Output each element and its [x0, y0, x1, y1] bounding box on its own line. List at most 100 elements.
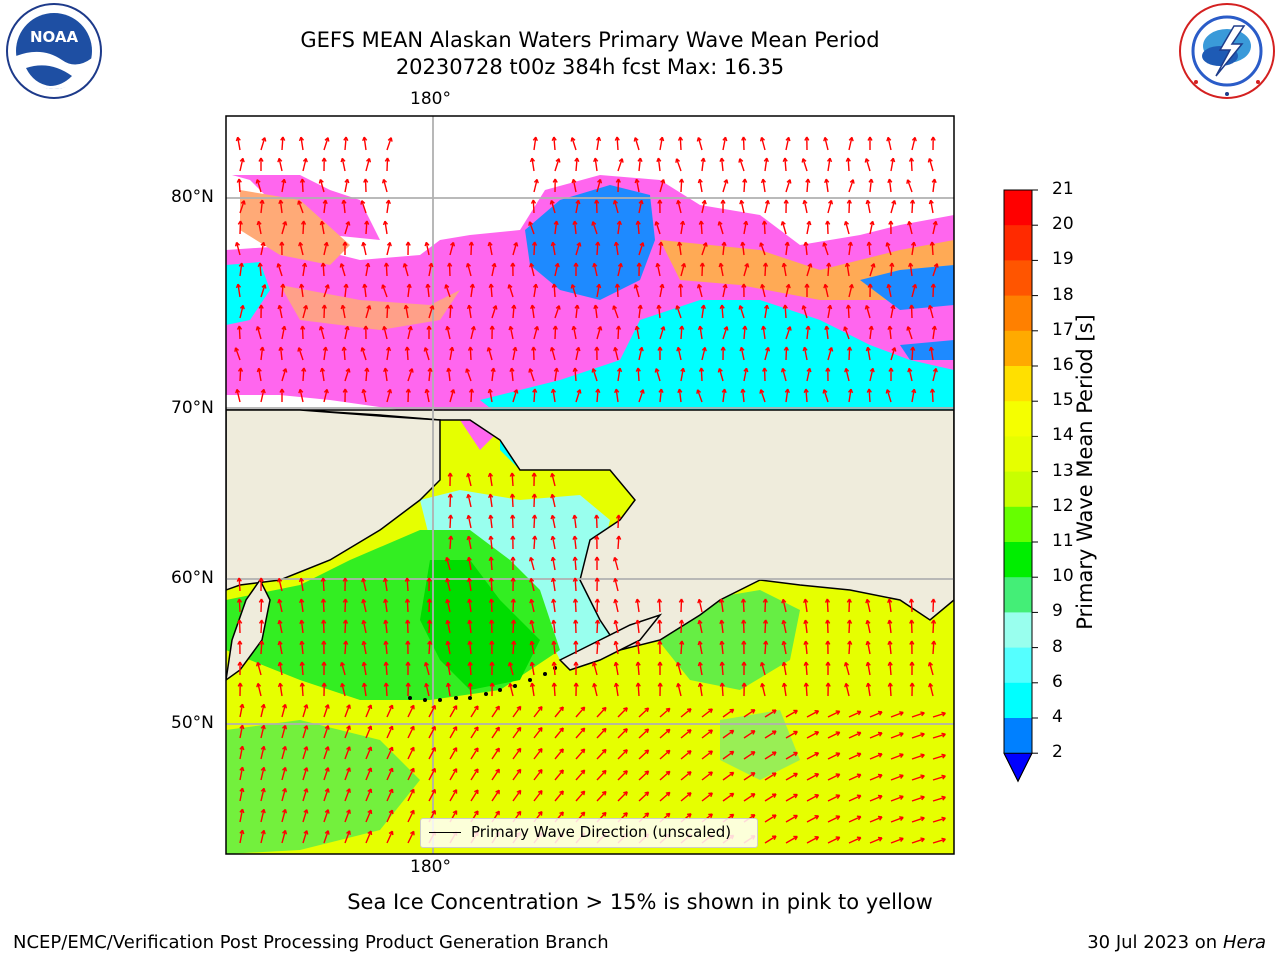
wave-arrow — [323, 389, 328, 403]
wave-arrow-head — [804, 283, 808, 288]
wave-arrow — [596, 241, 599, 256]
wave-arrow-head — [930, 598, 935, 603]
wave-arrow-head — [719, 157, 723, 162]
wave-arrow — [386, 830, 394, 844]
wave-arrow-head — [324, 788, 329, 792]
wave-arrow — [908, 221, 913, 235]
wave-arrow — [806, 263, 812, 277]
wave-arrow — [449, 789, 458, 802]
wave-arrow-head — [361, 578, 364, 583]
wave-arrow — [281, 788, 287, 802]
lon-label-top: 180° — [410, 89, 451, 109]
wave-arrow — [424, 662, 430, 676]
wave-arrow-head — [886, 137, 889, 142]
wave-arrow — [343, 346, 346, 361]
wave-arrow-head — [594, 535, 598, 540]
wave-arrow-head — [239, 157, 244, 162]
wave-arrow — [802, 305, 808, 319]
wave-arrow-head — [282, 808, 286, 813]
wave-arrow — [617, 728, 628, 739]
wave-arrow-head — [551, 283, 555, 288]
wave-arrow-head — [528, 368, 531, 373]
wave-arrow — [889, 661, 892, 676]
wave-arrow-head — [887, 661, 891, 666]
wave-arrow — [764, 730, 777, 739]
wave-arrow-head — [573, 682, 577, 687]
wave-arrow — [554, 769, 564, 781]
wave-arrow-head — [780, 368, 784, 373]
wave-arrow — [700, 367, 703, 382]
wave-arrow — [740, 347, 745, 361]
wave-arrow — [848, 179, 854, 193]
wave-arrow-head — [238, 262, 243, 267]
wave-arrow-head — [367, 788, 372, 792]
wave-arrow — [512, 619, 515, 634]
wave-arrow — [932, 263, 938, 277]
wave-arrow-head — [280, 283, 284, 288]
wave-arrow — [281, 179, 285, 193]
wave-arrow-head — [258, 304, 262, 309]
wave-arrow-head — [405, 661, 409, 666]
wave-arrow-head — [537, 790, 543, 793]
wave-arrow-head — [361, 682, 365, 688]
wave-arrow — [595, 514, 598, 529]
wave-arrow-head — [762, 619, 767, 624]
wave-arrow-head — [408, 368, 413, 372]
wave-arrow — [932, 640, 935, 655]
wave-arrow-head — [256, 220, 260, 226]
wave-arrow-head — [510, 556, 514, 561]
wave-arrow-head — [467, 346, 471, 351]
wave-arrow-head — [383, 367, 386, 373]
wave-arrow — [363, 284, 367, 298]
wave-arrow — [301, 682, 304, 697]
wave-arrow-head — [528, 221, 531, 226]
wave-arrow — [659, 707, 671, 718]
wave-arrow — [596, 598, 599, 613]
wave-arrow — [659, 770, 671, 781]
colorbar-tick-label: 15 — [1052, 390, 1074, 411]
wave-arrow — [302, 220, 305, 235]
wave-arrow — [827, 305, 831, 319]
wave-arrow — [616, 283, 619, 298]
wave-arrow — [743, 793, 756, 802]
wave-arrow-head — [633, 137, 636, 142]
wave-arrow-head — [741, 661, 745, 666]
wave-arrow-head — [886, 284, 889, 289]
sea-ice-pink-region — [226, 175, 954, 450]
wave-arrow-head — [868, 178, 872, 183]
wave-arrow — [279, 662, 283, 676]
wave-arrow — [574, 577, 577, 592]
wave-arrow — [911, 754, 925, 760]
wave-arrow — [680, 792, 692, 802]
wave-arrow-head — [823, 137, 826, 142]
wave-arrow — [239, 704, 244, 718]
wave-arrow — [910, 598, 913, 613]
wave-arrow-head — [364, 220, 368, 225]
wave-arrow-head — [739, 200, 742, 205]
wave-arrow-head — [615, 325, 620, 330]
wave-arrow — [890, 200, 896, 214]
wave-arrow — [594, 305, 598, 319]
wave-arrow — [827, 773, 841, 781]
wave-arrow — [403, 263, 409, 277]
wave-arrow-head — [473, 705, 479, 709]
wave-arrow-head — [529, 578, 532, 583]
wave-arrow — [281, 809, 287, 823]
wave-arrow — [740, 200, 745, 214]
wave-arrow-head — [844, 262, 848, 268]
wave-arrow-head — [803, 661, 807, 666]
wave-arrow-head — [277, 578, 280, 583]
wave-arrow — [302, 263, 306, 277]
wave-arrow — [890, 711, 904, 718]
wave-arrow — [806, 710, 819, 718]
wave-arrow-head — [575, 199, 580, 204]
wave-arrow — [722, 792, 735, 802]
wave-arrow-head — [781, 661, 785, 667]
wave-arrow — [806, 815, 819, 823]
wave-arrow-head — [343, 640, 347, 645]
wave-arrow-head — [594, 514, 598, 519]
wave-arrow-head — [382, 577, 386, 583]
wave-arrow-head — [342, 598, 347, 603]
wave-arrow-head — [885, 242, 888, 247]
wave-arrow — [932, 368, 937, 382]
